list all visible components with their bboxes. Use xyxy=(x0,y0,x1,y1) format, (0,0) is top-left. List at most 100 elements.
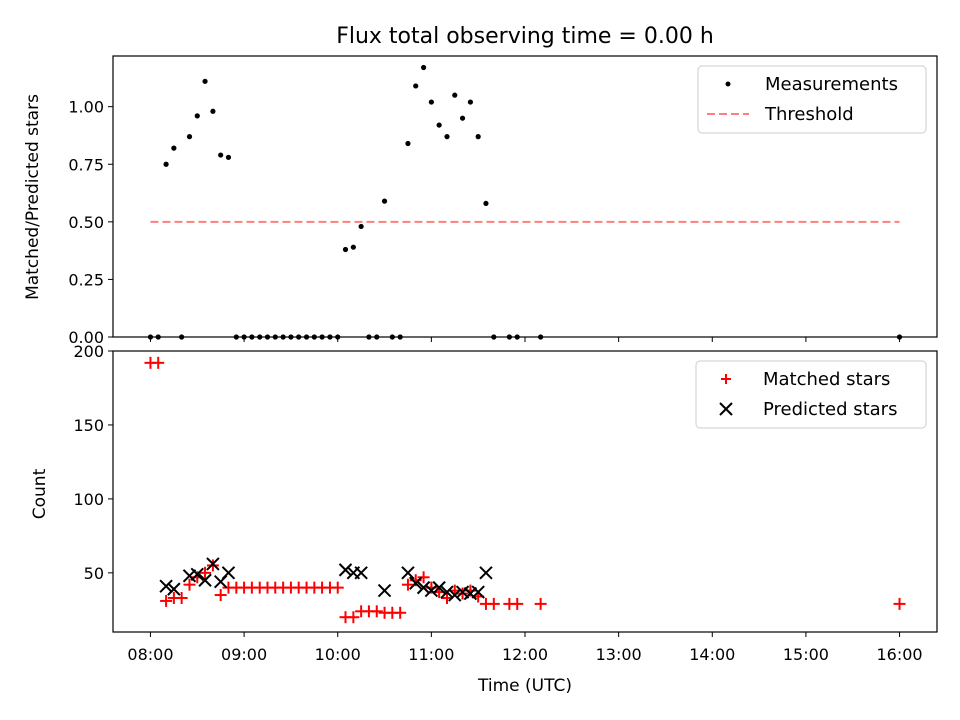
measurement-point xyxy=(218,152,224,158)
bottom-axes-frame xyxy=(112,350,938,633)
matched-star-point xyxy=(160,594,173,607)
matched-star-point xyxy=(152,356,165,369)
measurement-point xyxy=(358,223,364,230)
measurement-point xyxy=(350,244,356,250)
top-y-tick-label: 0.50 xyxy=(68,213,104,232)
predicted-star-point xyxy=(338,563,353,577)
measurement-point xyxy=(420,64,427,71)
matched-star-point xyxy=(199,566,212,579)
measurement-point xyxy=(381,198,388,204)
top-plot-area xyxy=(147,64,903,340)
top-y-axis-label: Matched/Predicted stars xyxy=(23,94,43,300)
matched-star-point xyxy=(347,611,360,624)
bottom-y-tick-label: 100 xyxy=(73,490,104,509)
measurement-point xyxy=(483,200,489,207)
predicted-star-point xyxy=(409,576,423,590)
measurement-point xyxy=(452,92,458,98)
top-x-ticks xyxy=(149,337,901,342)
measurement-point xyxy=(475,134,481,140)
matched-star-point xyxy=(511,597,524,610)
matched-star-point xyxy=(183,578,196,591)
predicted-star-point xyxy=(354,566,368,580)
legend-measurements-label: Measurements xyxy=(765,74,898,95)
top-legend: Measurements Threshold xyxy=(697,65,927,134)
top-y-tick-label: 0.00 xyxy=(68,328,104,347)
measurement-point xyxy=(342,246,349,253)
bottom-y-axis: 50 100 150 200 xyxy=(73,342,113,583)
legend-predicted-marker xyxy=(719,402,733,416)
matched-star-point xyxy=(206,559,219,572)
x-tick-label: 11:00 xyxy=(408,645,454,664)
matched-star-point xyxy=(487,597,500,610)
legend-predicted-label: Predicted stars xyxy=(763,399,897,420)
predicted-star-point xyxy=(416,580,431,595)
predicted-star-point xyxy=(159,579,173,593)
bottom-plot-area xyxy=(144,356,906,624)
measurement-point xyxy=(194,113,200,119)
top-y-tick-label: 1.00 xyxy=(68,98,104,117)
matched-star-point xyxy=(893,597,906,610)
matched-star-point xyxy=(534,597,547,610)
bottom-legend-box xyxy=(695,360,927,429)
top-axes-frame xyxy=(112,55,938,338)
top-panel: 0.00 0.25 0.50 0.75 1.00 Matched/Predicted s… xyxy=(23,55,938,347)
top-legend-box xyxy=(697,65,927,134)
x-tick-label: 09:00 xyxy=(221,645,267,664)
legend-threshold-label: Threshold xyxy=(764,104,854,125)
predicted-star-point xyxy=(479,566,493,580)
predicted-star-point xyxy=(424,583,439,598)
predicted-star-point xyxy=(190,567,204,582)
matched-star-point xyxy=(401,578,414,591)
matched-star-point xyxy=(417,571,430,584)
measurement-point xyxy=(436,122,442,128)
predicted-star-point xyxy=(206,557,220,571)
bottom-y-axis-label: Count xyxy=(30,468,50,519)
matched-star-point xyxy=(456,587,469,600)
top-y-tick-label: 0.25 xyxy=(68,270,104,289)
matched-star-point xyxy=(370,605,383,618)
predicted-star-point xyxy=(432,580,446,595)
measurement-point xyxy=(163,161,169,167)
predicted-star-point xyxy=(221,566,236,580)
x-tick-label: 10:00 xyxy=(315,645,361,664)
measurement-point xyxy=(428,99,434,105)
predicted-star-point xyxy=(198,573,212,587)
chart-title: Flux total observing time = 0.00 h xyxy=(336,24,714,49)
matched-star-point xyxy=(394,606,407,619)
top-y-axis: 0.00 0.25 0.50 0.75 1.00 xyxy=(68,98,113,347)
x-tick-label: 15:00 xyxy=(783,645,829,664)
x-axis-label: Time (UTC) xyxy=(477,676,572,696)
bottom-y-tick-label: 150 xyxy=(73,416,104,435)
predicted-star-point xyxy=(440,585,454,599)
measurement-point xyxy=(467,99,474,105)
legend-measurements-marker xyxy=(725,81,731,87)
measurement-point xyxy=(202,78,208,84)
top-y-tick-label: 0.75 xyxy=(68,155,104,174)
legend-matched-label: Matched stars xyxy=(763,369,890,390)
measurement-point xyxy=(413,83,419,89)
bottom-y-tick-label: 50 xyxy=(84,564,104,583)
bottom-panel: 50 100 150 200 08:00 09:00 10:00 11:00 12:00 13:… xyxy=(30,342,938,696)
bottom-y-tick-label: 200 xyxy=(73,342,104,361)
x-tick-label: 12:00 xyxy=(502,645,548,664)
predicted-star-point xyxy=(167,582,181,596)
matched-star-point xyxy=(214,589,227,602)
measurement-point xyxy=(171,145,177,151)
measurement-point xyxy=(210,108,216,114)
x-tick-label: 16:00 xyxy=(876,645,922,664)
measurement-point xyxy=(459,115,466,121)
x-tick-label: 14:00 xyxy=(689,645,735,664)
measurement-point xyxy=(405,140,411,147)
predicted-star-point xyxy=(377,583,392,598)
x-tick-label: 08:00 xyxy=(127,645,173,664)
matched-star-point xyxy=(331,581,344,594)
predicted-star-point xyxy=(471,585,485,599)
bottom-legend: Matched stars Predicted stars xyxy=(695,360,927,429)
predicted-star-point xyxy=(401,566,415,580)
bottom-x-axis: 08:00 09:00 10:00 11:00 12:00 13:00 14:00 15:00… xyxy=(127,632,923,664)
predicted-star-point xyxy=(448,588,462,602)
measurement-point xyxy=(225,154,232,160)
legend-matched-marker xyxy=(721,374,731,384)
matched-star-point xyxy=(175,591,188,604)
